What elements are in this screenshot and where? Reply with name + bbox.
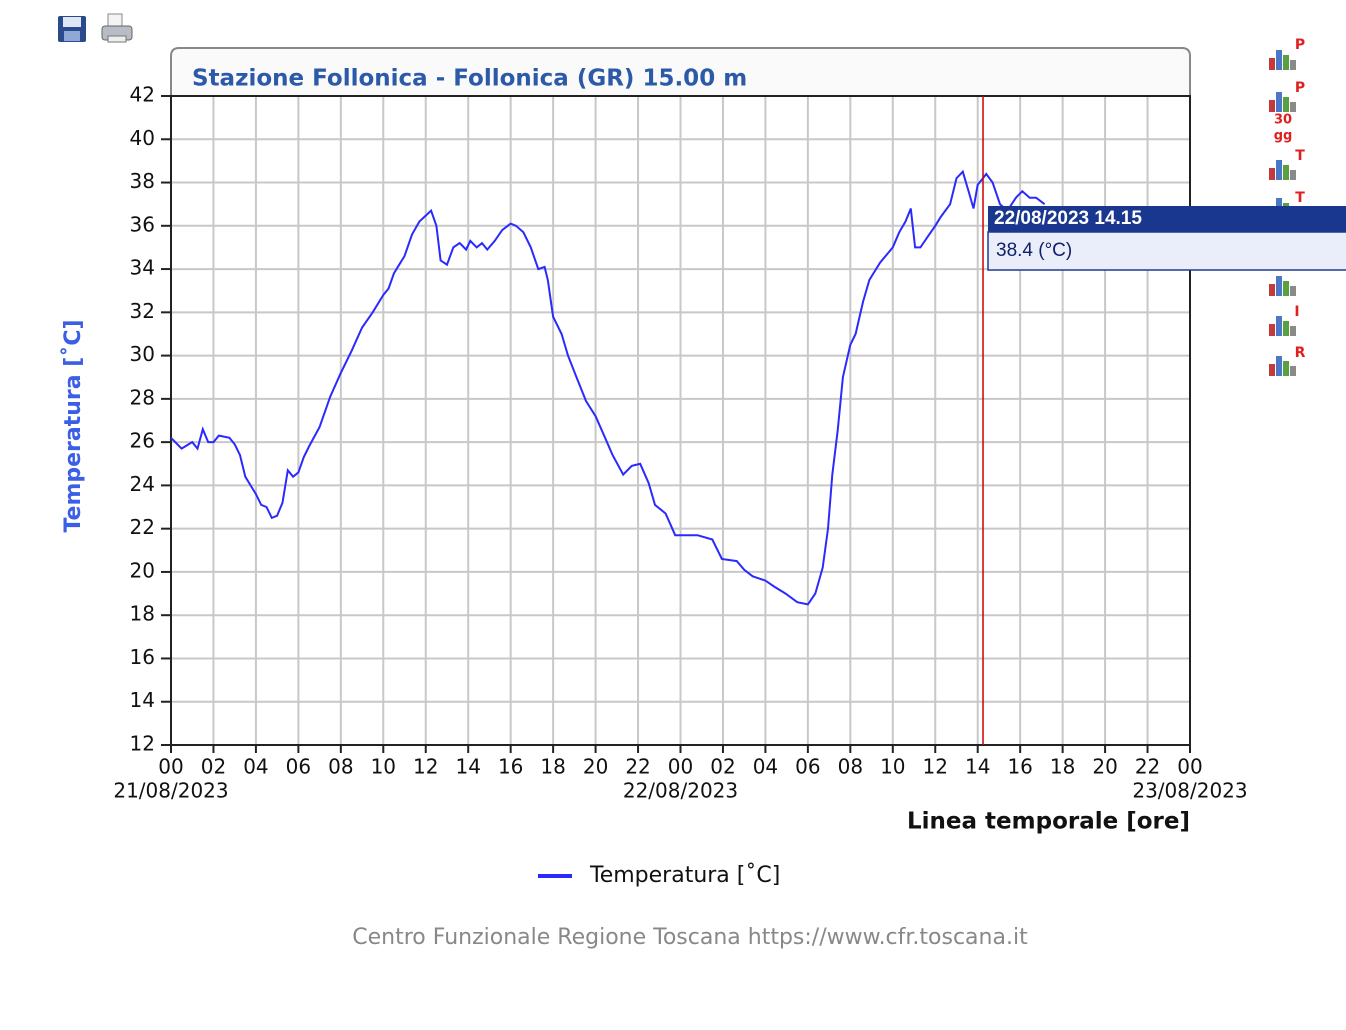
side-icon-label: T [1295,190,1305,206]
icon-bar [1290,60,1296,70]
x-tick-label: 10 [880,755,905,779]
y-tick-label: 28 [130,385,155,409]
side-chart-button[interactable] [1269,356,1296,376]
y-tick-label: 24 [130,472,155,496]
x-tick-label: 18 [1050,755,1075,779]
x-tick-label: 16 [1007,755,1032,779]
icon-bar [1276,276,1282,296]
y-tick-label: 12 [130,732,155,756]
x-axis-label: Linea temporale [ore] [907,809,1190,835]
side-icon-label: T [1295,148,1305,164]
tooltip-title: 22/08/2023 14.15 [994,208,1142,229]
x-date-label: 22/08/2023 [623,779,738,803]
y-tick-label: 22 [130,515,155,539]
icon-bar [1269,58,1275,70]
y-tick-label: 42 [130,83,155,107]
icon-bar [1290,366,1296,376]
icon-bar [1269,324,1275,336]
y-tick-label: 40 [130,126,155,150]
y-axis-label: Temperatura [˚C] [61,319,86,532]
x-date-label: 21/08/2023 [113,779,228,803]
icon-bar [1269,284,1275,296]
x-tick-label: 14 [455,755,480,779]
icon-bar [1290,170,1296,180]
y-tick-label: 16 [130,645,155,669]
x-tick-label: 12 [413,755,438,779]
legend-label: Temperatura [˚C] [589,863,780,888]
series-line [170,169,1046,606]
title-box [170,47,1191,97]
side-chart-button[interactable] [1269,92,1296,112]
x-tick-label: 00 [158,755,183,779]
x-tick-label: 00 [1177,755,1202,779]
y-tick-label: 34 [130,256,155,280]
y-tick-label: 26 [130,429,155,453]
save-button[interactable] [58,16,86,42]
tooltip-header [988,206,1346,232]
chart-title: Stazione Follonica - Follonica (GR) 15.0… [192,66,747,92]
tooltip-body [987,231,1346,271]
x-tick-label: 22 [1135,755,1160,779]
y-tick-label: 32 [130,299,155,323]
x-tick-label: 20 [583,755,608,779]
icon-bar [1290,286,1296,296]
y-tick-label: 20 [130,558,155,582]
x-tick-label: 22 [625,755,650,779]
footer: Centro Funzionale Regione Toscana https:… [352,925,1028,950]
icon-bar [1276,356,1282,376]
x-date-label: 23/08/2023 [1132,779,1247,803]
x-tick-label: 02 [710,755,735,779]
side-icon-label: P [1295,80,1305,96]
y-tick-label: 14 [130,688,155,712]
x-tick-label: 00 [668,755,693,779]
x-tick-label: 16 [498,755,523,779]
icon-bar [1276,50,1282,70]
side-chart-button[interactable] [1269,50,1296,70]
side-icon-label: I [1294,304,1299,320]
side-chart-button[interactable] [1269,160,1296,180]
icon-bar [1276,160,1282,180]
side-icon-label: P [1295,37,1305,53]
icon-bar [1269,100,1275,112]
x-tick-label: 04 [753,755,778,779]
icon-bar [1276,92,1282,112]
icon-bar [1290,326,1296,336]
x-tick-label: 18 [540,755,565,779]
x-tick-label: 10 [371,755,396,779]
icon-bar [1290,102,1296,112]
icon-bar [1283,97,1289,112]
icon-bar [1269,364,1275,376]
x-tick-label: 02 [201,755,226,779]
icon-bar [1276,316,1282,336]
side-chart-button[interactable] [1269,316,1296,336]
x-tick-label: 12 [923,755,948,779]
icon-bar [1283,361,1289,376]
x-tick-label: 20 [1092,755,1117,779]
icon-bar [1283,321,1289,336]
x-tick-label: 06 [286,755,311,779]
side-chart-button[interactable] [1269,276,1296,296]
icon-bar [1283,55,1289,70]
y-tick-label: 36 [130,212,155,236]
icon-bar [1283,281,1289,296]
x-tick-label: 08 [838,755,863,779]
y-tick-label: 30 [130,342,155,366]
print-button[interactable] [101,13,133,43]
tooltip-value: 38.4 (°C) [996,240,1072,261]
x-tick-label: 04 [243,755,268,779]
x-tick-label: 06 [795,755,820,779]
side-icon-label: 30 [1274,113,1292,128]
y-tick-label: 38 [130,169,155,193]
x-tick-label: 14 [965,755,990,779]
icon-bar [1269,168,1275,180]
x-tick-label: 08 [328,755,353,779]
y-tick-label: 18 [130,602,155,626]
side-icon-label: R [1295,345,1306,361]
side-icon-label: gg [1274,129,1293,144]
icon-bar [1283,165,1289,180]
